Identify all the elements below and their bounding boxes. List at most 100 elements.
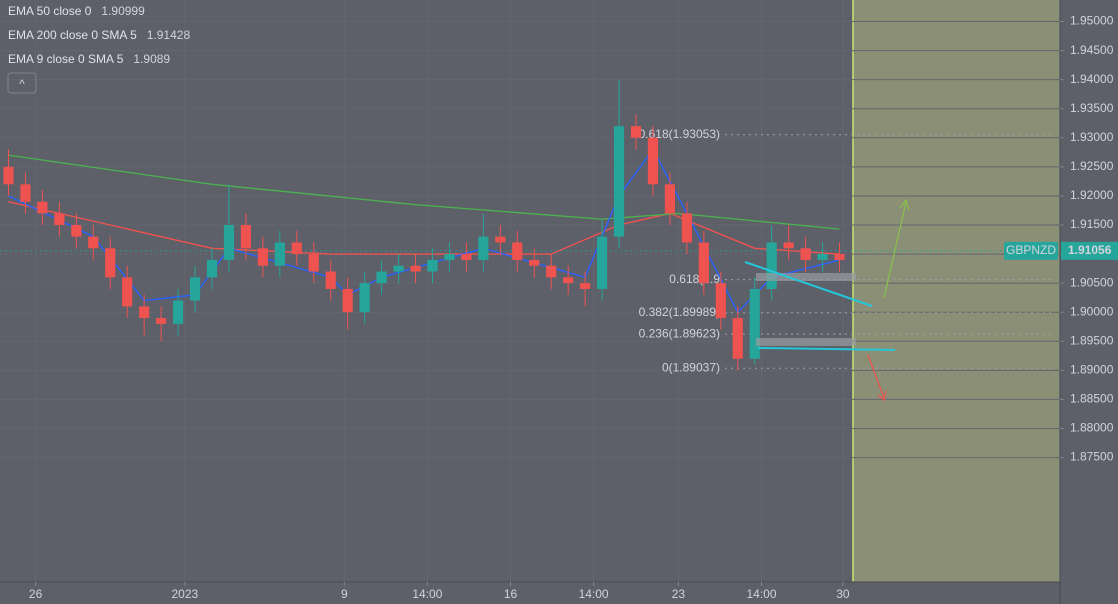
candle-body <box>342 288 353 313</box>
candle-body <box>783 242 794 249</box>
candle-body <box>206 259 218 278</box>
candle-body <box>749 288 760 359</box>
button-label[interactable]: ^ <box>19 77 25 91</box>
candles <box>3 79 845 371</box>
candle-body <box>478 236 489 260</box>
candle-body <box>647 137 659 185</box>
candle-body <box>20 184 31 202</box>
candle-body <box>698 242 709 284</box>
x-tick-label: 30 <box>836 587 850 601</box>
y-tick-label: 1.90000 <box>1070 304 1114 318</box>
indicator-line <box>8 154 840 230</box>
y-tick-label: 1.94000 <box>1070 72 1114 86</box>
candle-body <box>257 248 268 266</box>
collapse-button[interactable]: ^ <box>7 72 37 94</box>
candle-body <box>512 242 523 260</box>
fib-label: 0.618(1.9 <box>669 272 720 286</box>
y-tick-label: 1.87500 <box>1070 450 1114 464</box>
candle-body <box>529 259 540 266</box>
candle-body <box>664 184 676 214</box>
down-arrow-head <box>877 390 887 402</box>
fib-label: 0.618(1.93053) <box>639 127 720 141</box>
y-tick-label: 1.88000 <box>1070 421 1114 435</box>
y-tick-label: 1.91500 <box>1070 217 1114 231</box>
trendline <box>744 261 873 307</box>
fib-label: 0.382(1.89989) <box>639 305 720 319</box>
up-arrow <box>883 201 907 299</box>
candle-body <box>596 236 608 289</box>
y-tick-label: 1.93000 <box>1070 130 1114 144</box>
x-tick-label: 2023 <box>172 587 199 601</box>
fib-label: 0(1.89037) <box>662 360 720 374</box>
candle-body <box>3 166 14 185</box>
y-tick-label: 1.94500 <box>1070 43 1114 57</box>
candle-body <box>495 236 506 243</box>
y-tick-label: 1.89000 <box>1070 363 1114 377</box>
candle-body <box>291 242 302 255</box>
symbol-badge <box>1004 241 1058 260</box>
legend: EMA 50 close 0 1.90999 EMA 200 close 0 SMA… <box>8 4 190 66</box>
legend-value: 1.9089 <box>133 52 170 66</box>
candle-body <box>139 306 150 319</box>
candle-body <box>461 254 472 260</box>
x-tick-label: 16 <box>504 587 518 601</box>
legend-value: 1.91428 <box>147 28 191 42</box>
candle-body <box>71 225 82 237</box>
x-tick-label: 26 <box>29 587 43 601</box>
candle-body <box>444 254 455 260</box>
zone-box <box>756 273 856 281</box>
legend-name: EMA 200 close 0 SMA 5 <box>8 28 137 42</box>
candle-body <box>189 277 201 301</box>
candle-body <box>817 254 828 260</box>
price-badge <box>1061 241 1118 260</box>
up-arrow-head <box>899 198 910 211</box>
candle-body <box>715 283 726 319</box>
x-tick-label: 14:00 <box>412 587 442 601</box>
drawings <box>744 198 910 402</box>
button-frame[interactable] <box>7 72 37 94</box>
candle-body <box>393 265 404 272</box>
candle-body <box>37 201 48 214</box>
fib-label: 0.236(1.89623) <box>639 326 720 340</box>
y-tick-label: 1.92500 <box>1070 159 1114 173</box>
candle-body <box>613 126 625 237</box>
x-tick-label: 9 <box>341 587 348 601</box>
candle-body <box>308 254 319 272</box>
candle-body <box>834 254 845 260</box>
candle-body <box>410 265 421 272</box>
symbol-label: GBPNZD <box>1006 243 1056 257</box>
axes: 1.95000 1.94500 1.94000 1.93500 1.93000 1.925… <box>29 14 1118 601</box>
x-tick-label: 14:00 <box>579 587 609 601</box>
trendline <box>757 347 896 351</box>
y-tick-label: 1.89500 <box>1070 333 1114 347</box>
candle-body <box>546 265 557 278</box>
candle-body <box>563 277 574 284</box>
candle-body <box>325 271 336 289</box>
candle-body <box>359 283 370 313</box>
candle-body <box>766 242 777 289</box>
candle-body <box>223 225 235 260</box>
candle-body <box>105 248 116 278</box>
legend-name: EMA 9 close 0 SMA 5 <box>8 52 124 66</box>
y-tick-label: 1.92000 <box>1070 188 1114 202</box>
candle-body <box>800 248 811 260</box>
zone-box <box>756 338 856 346</box>
highlight-zone <box>853 0 1060 582</box>
candle-body <box>122 277 133 307</box>
x-tick-label: 14:00 <box>746 587 776 601</box>
legend-value: 1.90999 <box>101 4 145 18</box>
candle-body <box>630 126 642 138</box>
candle-body <box>156 318 167 324</box>
candle-body <box>376 271 387 284</box>
y-tick-label: 1.93500 <box>1070 101 1114 115</box>
down-arrow <box>867 354 885 399</box>
candle-body <box>681 213 692 243</box>
y-tick-label: 1.90500 <box>1070 275 1114 289</box>
candle-body <box>427 259 438 272</box>
candle-body <box>732 318 743 359</box>
candle-body <box>172 300 184 324</box>
candle-body <box>54 213 65 226</box>
y-tick-label: 1.88500 <box>1070 392 1114 406</box>
y-tick-label: 1.95000 <box>1070 14 1114 28</box>
